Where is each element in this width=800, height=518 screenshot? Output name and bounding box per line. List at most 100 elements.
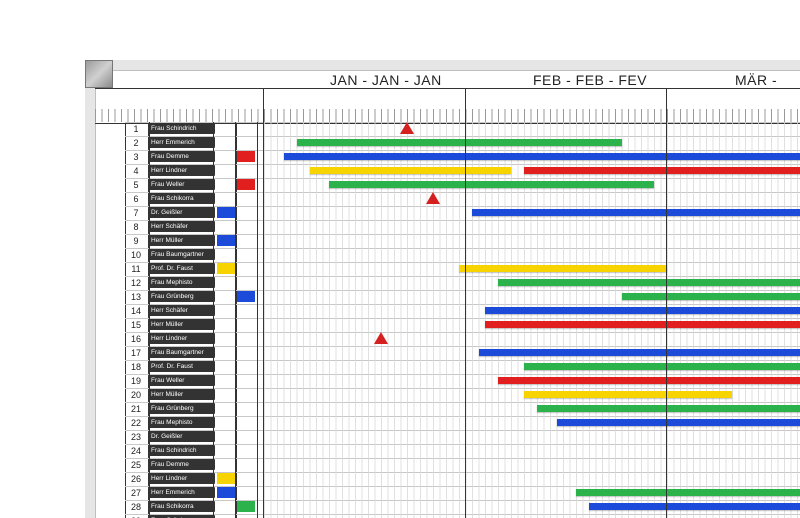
- whiteboard-frame: JAN - JAN - JANFEB - FEB - FEVMÄR - 1Fra…: [85, 60, 800, 518]
- name-tag: Frau Grünberg: [149, 403, 215, 414]
- name-tag: Frau Weller: [149, 375, 215, 386]
- row-number: 1: [125, 122, 147, 136]
- table-row: 15Herr Müller: [95, 318, 800, 332]
- table-row: 3Frau Demme: [95, 150, 800, 164]
- marker-chip: [237, 179, 255, 190]
- name-tag: Herr Müller: [149, 389, 215, 400]
- table-row: 8Herr Schäfer: [95, 220, 800, 234]
- name-tag: Frau Mephisto: [149, 417, 215, 428]
- row-number: 13: [125, 290, 147, 304]
- table-row: 4Herr Lindner: [95, 164, 800, 178]
- table-row: 18Prof. Dr. Faust: [95, 360, 800, 374]
- row-number: 11: [125, 262, 147, 276]
- marker-chip: [217, 235, 235, 246]
- row-number: 21: [125, 402, 147, 416]
- row-number: 22: [125, 416, 147, 430]
- name-tag: Herr Lindner: [149, 165, 215, 176]
- table-row: 28Frau Schikorra: [95, 500, 800, 514]
- month-label: FEB - FEB - FEV: [533, 72, 647, 88]
- column-divider: [235, 122, 236, 518]
- name-tag: Frau Demme: [149, 459, 215, 470]
- table-row: 17Frau Baumgartner: [95, 346, 800, 360]
- name-tag: Frau Mephisto: [149, 277, 215, 288]
- months-header: [95, 88, 800, 124]
- row-number: 10: [125, 248, 147, 262]
- month-label: JAN - JAN - JAN: [330, 72, 442, 88]
- table-row: 10Frau Baumgartner: [95, 248, 800, 262]
- name-tag: Frau Schikorra: [149, 193, 215, 204]
- row-number: 27: [125, 486, 147, 500]
- name-tag: Dr. Geißler: [149, 431, 215, 442]
- row-number: 24: [125, 444, 147, 458]
- name-tag: Frau Schikorra: [149, 501, 215, 512]
- table-row: 7Dr. Geißler: [95, 206, 800, 220]
- row-number: 25: [125, 458, 147, 472]
- marker-chip: [237, 151, 255, 162]
- board-inner: JAN - JAN - JANFEB - FEB - FEVMÄR - 1Fra…: [95, 70, 800, 518]
- row-number: 6: [125, 192, 147, 206]
- corner-bracket-icon: [85, 60, 113, 88]
- name-tag: Frau Weller: [149, 179, 215, 190]
- name-tag: Herr Emmerich: [149, 137, 215, 148]
- row-number: 28: [125, 500, 147, 514]
- table-row: 14Herr Schäfer: [95, 304, 800, 318]
- row-number: 4: [125, 164, 147, 178]
- name-tag: Frau Grünberg: [149, 291, 215, 302]
- table-row: 21Frau Grünberg: [95, 402, 800, 416]
- table-row: 27Herr Emmerich: [95, 486, 800, 500]
- table-row: 19Frau Weller: [95, 374, 800, 388]
- name-tag: Frau Baumgartner: [149, 249, 215, 260]
- row-number: 9: [125, 234, 147, 248]
- row-number: 7: [125, 206, 147, 220]
- column-divider: [257, 122, 258, 518]
- name-tag: Herr Emmerich: [149, 487, 215, 498]
- marker-chip: [217, 487, 235, 498]
- marker-chip: [217, 473, 235, 484]
- name-tag: Frau Baumgartner: [149, 347, 215, 358]
- table-row: 22Frau Mephisto: [95, 416, 800, 430]
- row-number: 26: [125, 472, 147, 486]
- month-divider: [666, 88, 667, 518]
- marker-chip: [237, 291, 255, 302]
- table-row: 23Dr. Geißler: [95, 430, 800, 444]
- row-number: 5: [125, 178, 147, 192]
- table-row: 25Frau Demme: [95, 458, 800, 472]
- marker-chip: [237, 501, 255, 512]
- table-row: 12Frau Mephisto: [95, 276, 800, 290]
- table-row: 13Frau Grünberg: [95, 290, 800, 304]
- row-number: 8: [125, 220, 147, 234]
- row-number: 18: [125, 360, 147, 374]
- column-divider: [213, 122, 214, 518]
- row-number: 3: [125, 150, 147, 164]
- name-tag: Prof. Dr. Faust: [149, 263, 215, 274]
- name-tag: Frau Demme: [149, 151, 215, 162]
- row-number: 17: [125, 346, 147, 360]
- name-tag: Herr Schäfer: [149, 221, 215, 232]
- row-number: 23: [125, 430, 147, 444]
- month-label: MÄR -: [735, 72, 777, 88]
- table-row: 26Herr Lindner: [95, 472, 800, 486]
- row-number: 15: [125, 318, 147, 332]
- row-number: 16: [125, 332, 147, 346]
- name-tag: Herr Lindner: [149, 333, 215, 344]
- day-ticks: [95, 109, 800, 122]
- name-tag: Herr Müller: [149, 235, 215, 246]
- marker-chip: [217, 207, 235, 218]
- name-tag: Herr Lindner: [149, 473, 215, 484]
- month-divider: [263, 88, 264, 518]
- row-number: 14: [125, 304, 147, 318]
- name-tag: Dr. Geißler: [149, 207, 215, 218]
- page: { "layout": { "board_left": 85, "board_t…: [0, 0, 800, 518]
- row-number: 12: [125, 276, 147, 290]
- table-row: 2Herr Emmerich: [95, 136, 800, 150]
- month-divider: [465, 88, 466, 518]
- table-row: 29Frau Grünberg: [95, 514, 800, 518]
- name-tag: Herr Müller: [149, 319, 215, 330]
- table-row: 16Herr Lindner: [95, 332, 800, 346]
- table-row: 6Frau Schikorra: [95, 192, 800, 206]
- row-number: 19: [125, 374, 147, 388]
- name-tag: Frau Schindrich: [149, 123, 215, 134]
- name-tag: Herr Schäfer: [149, 305, 215, 316]
- table-row: 24Frau Schindrich: [95, 444, 800, 458]
- table-row: 5Frau Weller: [95, 178, 800, 192]
